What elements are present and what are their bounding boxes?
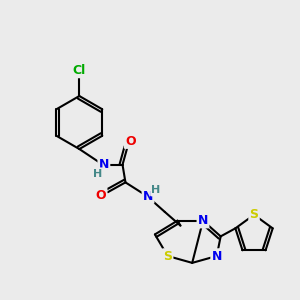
Text: O: O (96, 189, 106, 202)
Text: N: N (99, 158, 109, 171)
Text: H: H (93, 169, 103, 178)
Text: O: O (125, 135, 136, 148)
Text: S: S (250, 208, 259, 221)
Text: S: S (163, 250, 172, 262)
Text: Cl: Cl (73, 64, 86, 77)
Text: H: H (151, 185, 160, 195)
Text: N: N (143, 190, 153, 202)
Text: N: N (198, 214, 208, 227)
Text: N: N (212, 250, 222, 262)
